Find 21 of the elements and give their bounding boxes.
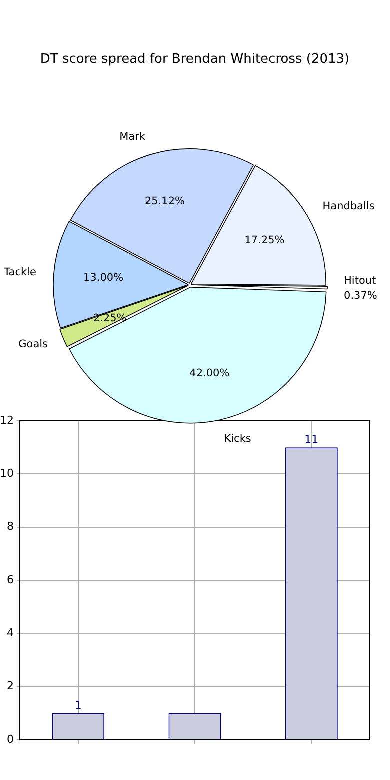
y-tick-label: 0 [7, 732, 14, 746]
slice-label: Goals [18, 338, 48, 351]
slice-label: Mark [120, 131, 146, 144]
slice-label: Tackle [3, 266, 36, 278]
slice-label: Hitout [344, 274, 376, 287]
data-label: 13.00% [83, 272, 124, 284]
slice-label: Handballs [322, 200, 375, 213]
data-label: 17.25% [244, 234, 285, 247]
data-label: 11 [304, 432, 319, 446]
data-label: 0.37% [344, 290, 378, 302]
y-tick-label: 6 [7, 573, 14, 586]
chart-title: DT score spread for Brendan Whitecross (2013) [39, 52, 351, 67]
y-tick-label: 2 [7, 680, 14, 693]
data-label: 42.00% [190, 367, 230, 380]
slice-label: Kicks [224, 433, 252, 446]
y-tick-label: 8 [7, 520, 14, 534]
data-label: 25.12% [144, 196, 185, 208]
data-label: 1 [74, 698, 82, 712]
y-tick-label: 12 [0, 414, 14, 427]
y-tick-label: 10 [0, 467, 14, 480]
y-tick-label: 4 [7, 626, 14, 640]
